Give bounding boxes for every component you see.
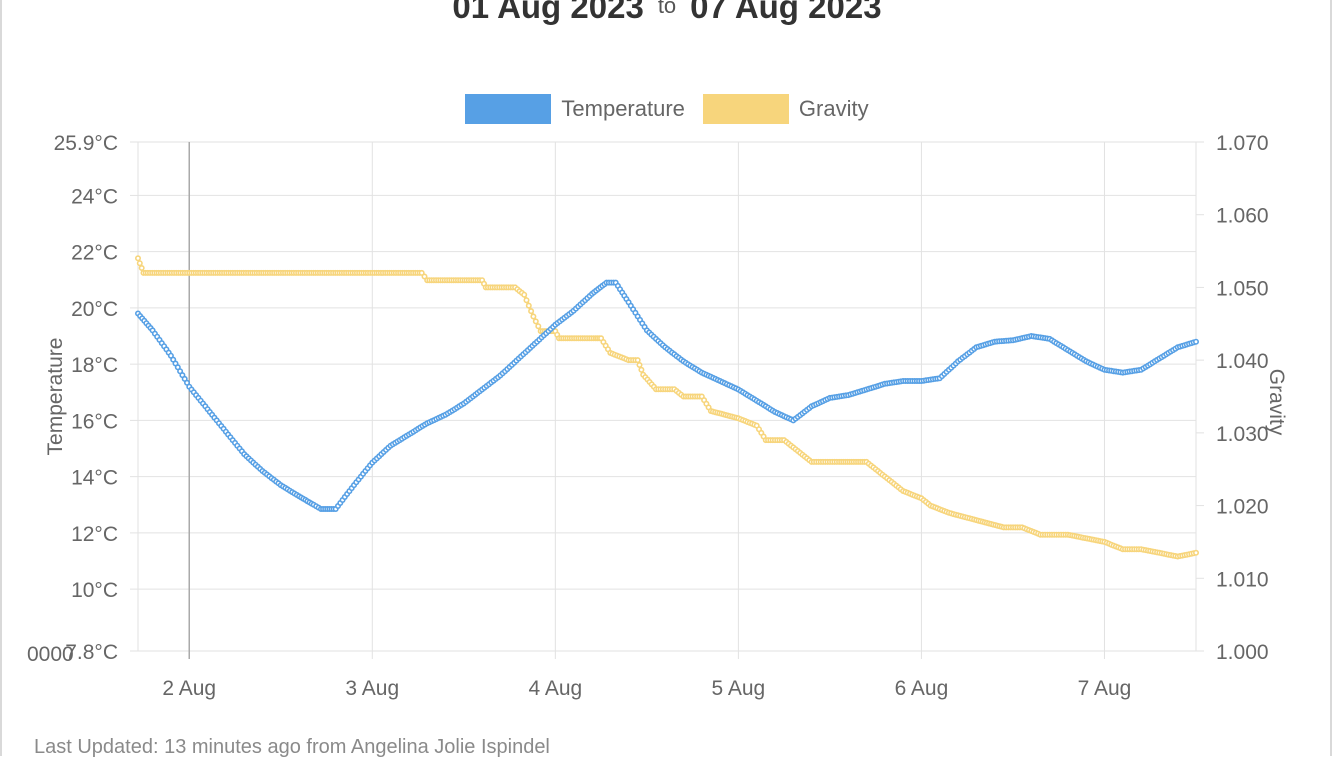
series-line-gravity — [136, 257, 1197, 559]
data-point-gravity — [1193, 549, 1200, 556]
y-right-tick-label: 1.050 — [1216, 277, 1269, 300]
data-point-gravity — [525, 302, 532, 309]
data-point-gravity — [634, 357, 641, 364]
data-point-gravity — [638, 366, 645, 373]
y-left-axis-title: Temperature — [44, 338, 67, 456]
x-tick-label: 5 Aug — [712, 677, 766, 700]
x-tick-label: 4 Aug — [528, 677, 582, 700]
data-point-gravity — [528, 308, 535, 315]
y-left-tick-label: 22°C — [71, 242, 118, 265]
y-left-tick-label: 20°C — [71, 298, 118, 321]
legend-swatch-gravity — [702, 94, 789, 124]
data-point-gravity — [535, 323, 542, 330]
y-right-tick-label: 1.010 — [1216, 568, 1269, 591]
y-left-tick-label: 25.9°C — [54, 132, 118, 155]
data-point-gravity — [523, 297, 530, 304]
legend-label-gravity: Gravity — [798, 96, 869, 121]
y-left-overlap-label: 0000 — [27, 643, 74, 666]
data-point-gravity — [636, 361, 643, 368]
legend-swatch-temperature — [465, 94, 552, 124]
y-left-tick-label: 24°C — [71, 185, 118, 208]
y-right-tick-label: 1.000 — [1216, 641, 1269, 664]
legend: Temperature Gravity — [0, 94, 1334, 124]
to-date: 07 Aug 2023 — [690, 0, 882, 25]
data-point-temperature — [1193, 338, 1200, 345]
data-point-gravity — [135, 255, 142, 262]
y-right-tick-label: 1.030 — [1216, 423, 1269, 446]
data-point-gravity — [532, 318, 539, 325]
legend-item-gravity[interactable]: Gravity — [702, 94, 869, 124]
y-left-tick-label: 14°C — [71, 467, 118, 490]
y-right-tick-label: 1.060 — [1216, 205, 1269, 228]
date-range-title: 01 Aug 2023 to 07 Aug 2023 — [0, 0, 1334, 26]
y-left-tick-label: 10°C — [71, 579, 118, 602]
y-left-tick-label: 16°C — [71, 410, 118, 433]
series-points-gravity — [135, 255, 1200, 560]
data-point-gravity — [521, 291, 528, 298]
legend-item-temperature[interactable]: Temperature — [465, 94, 685, 124]
y-right-axis-title: Gravity — [1265, 369, 1288, 436]
x-tick-label: 6 Aug — [895, 677, 949, 700]
to-word: to — [657, 0, 677, 18]
from-date: 01 Aug 2023 — [452, 0, 644, 25]
x-tick-label: 2 Aug — [162, 677, 216, 700]
series-line-temperature — [136, 281, 1197, 511]
y-left-tick-label: 12°C — [71, 523, 118, 546]
data-point-gravity — [138, 264, 145, 271]
data-point-gravity — [418, 269, 425, 276]
data-point-gravity — [530, 313, 537, 320]
series-points-temperature — [135, 279, 1200, 512]
data-point-gravity — [421, 273, 428, 280]
legend-label-temperature: Temperature — [561, 96, 685, 121]
last-updated-text: Last Updated: 13 minutes ago from Angeli… — [34, 736, 550, 758]
y-right-tick-label: 1.020 — [1216, 496, 1269, 519]
x-tick-label: 3 Aug — [345, 677, 399, 700]
data-point-gravity — [136, 260, 143, 267]
x-tick-label: 7 Aug — [1078, 677, 1132, 700]
y-left-tick-label: 18°C — [71, 354, 118, 377]
y-left-tick-label: 7.8°C — [65, 641, 118, 664]
y-right-tick-label: 1.070 — [1216, 132, 1269, 155]
y-right-tick-label: 1.040 — [1216, 350, 1269, 373]
